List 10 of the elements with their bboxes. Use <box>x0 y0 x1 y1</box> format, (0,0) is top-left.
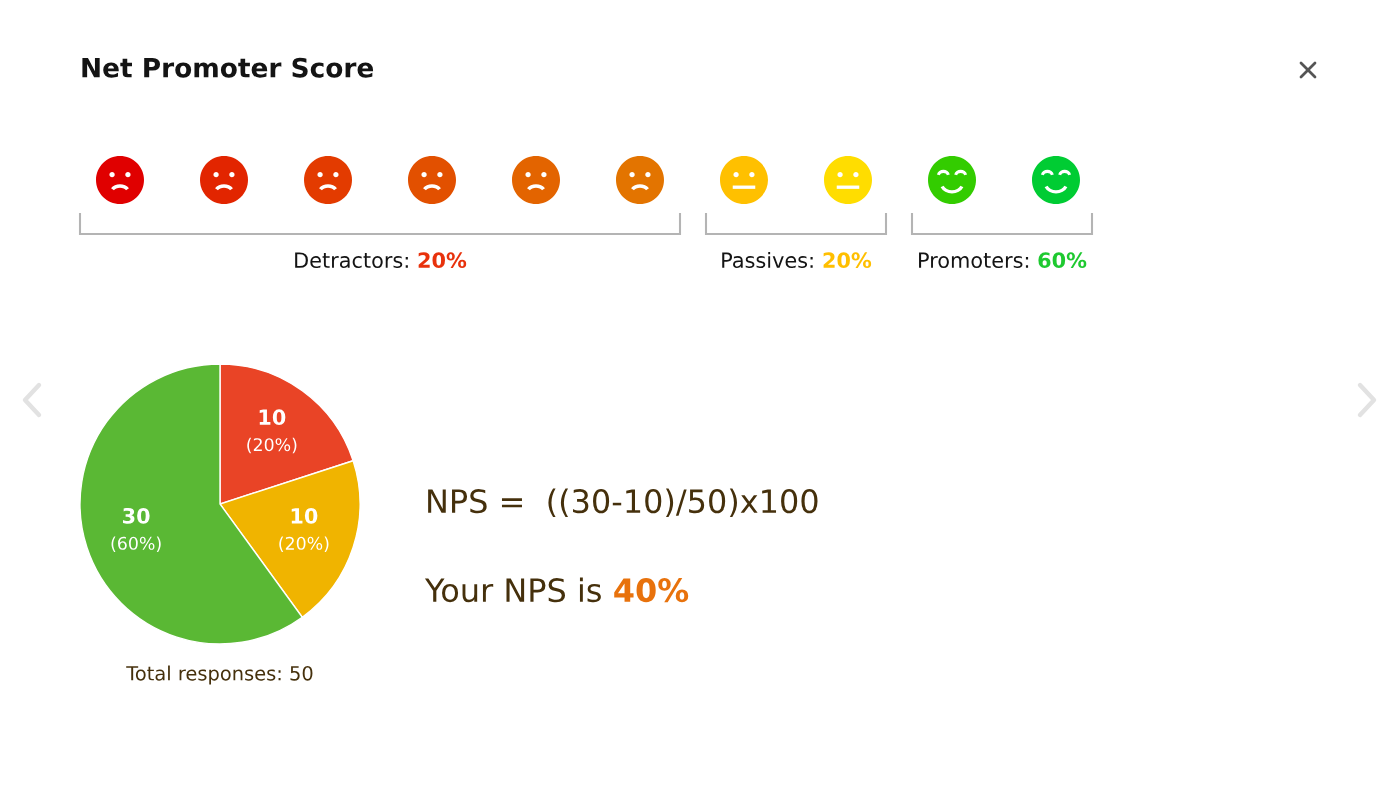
text: Total responses: 50 <box>126 665 313 685</box>
text: NPS = ((30-10)/50)x100 <box>428 488 818 518</box>
text: Your NPS is 40% <box>424 577 689 603</box>
data-label: 10 (20%) <box>279 507 329 552</box>
data-label: 10 (20%) <box>247 409 297 454</box>
text: Detractors: 20% <box>295 252 467 269</box>
text: Passives: 20% <box>722 251 872 269</box>
data-label: 30 (60%) <box>111 507 161 552</box>
text: Promoters: 60% <box>919 252 1087 269</box>
text: Net Promoter Score <box>82 57 374 78</box>
